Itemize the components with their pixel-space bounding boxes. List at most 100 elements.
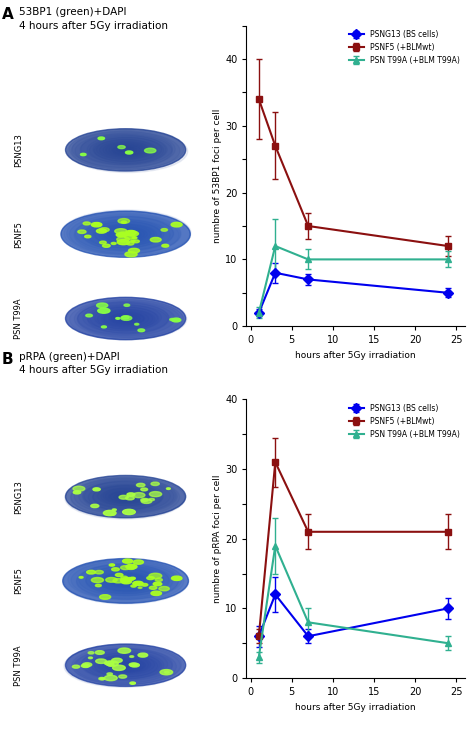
Ellipse shape (99, 224, 155, 244)
Ellipse shape (117, 578, 135, 584)
Circle shape (130, 656, 134, 658)
Circle shape (149, 492, 162, 497)
Ellipse shape (94, 139, 157, 161)
Circle shape (97, 303, 108, 308)
Ellipse shape (71, 131, 180, 170)
Ellipse shape (62, 210, 191, 256)
Ellipse shape (113, 146, 137, 154)
Circle shape (111, 514, 115, 515)
Text: A: A (2, 7, 14, 22)
Ellipse shape (79, 479, 176, 513)
Ellipse shape (103, 311, 149, 327)
Circle shape (116, 233, 126, 237)
Circle shape (87, 570, 96, 574)
Ellipse shape (104, 573, 146, 588)
Ellipse shape (79, 564, 169, 596)
Circle shape (118, 146, 125, 149)
Ellipse shape (93, 137, 162, 162)
Circle shape (161, 229, 167, 231)
Ellipse shape (71, 561, 179, 600)
Circle shape (73, 486, 85, 491)
Circle shape (113, 578, 124, 583)
Circle shape (78, 230, 86, 233)
Circle shape (126, 230, 136, 235)
Circle shape (159, 586, 169, 591)
Ellipse shape (98, 486, 155, 506)
Circle shape (126, 578, 134, 581)
Circle shape (172, 318, 181, 322)
Ellipse shape (88, 485, 163, 510)
Circle shape (117, 240, 130, 245)
Circle shape (100, 241, 106, 244)
Circle shape (101, 326, 106, 328)
Circle shape (123, 233, 129, 235)
Circle shape (151, 591, 162, 595)
Circle shape (123, 559, 133, 563)
Circle shape (95, 584, 101, 586)
Circle shape (95, 570, 103, 574)
Circle shape (102, 244, 110, 247)
Ellipse shape (72, 131, 175, 167)
Ellipse shape (66, 298, 187, 340)
Circle shape (171, 222, 182, 227)
X-axis label: hours after 5Gy irradiation: hours after 5Gy irradiation (295, 703, 416, 712)
Ellipse shape (116, 231, 135, 237)
Ellipse shape (103, 141, 149, 158)
Circle shape (112, 509, 116, 511)
Circle shape (166, 488, 170, 490)
Ellipse shape (98, 309, 155, 329)
Text: PSNF5: PSNF5 (14, 567, 23, 594)
Ellipse shape (119, 579, 132, 583)
Circle shape (127, 566, 135, 570)
Ellipse shape (61, 211, 191, 257)
Ellipse shape (71, 477, 185, 517)
Ellipse shape (92, 569, 159, 592)
Ellipse shape (119, 317, 131, 320)
Ellipse shape (109, 490, 143, 503)
Circle shape (126, 564, 137, 569)
Ellipse shape (78, 302, 169, 334)
Circle shape (170, 318, 175, 320)
Ellipse shape (114, 493, 137, 501)
Ellipse shape (95, 224, 157, 246)
Circle shape (96, 659, 107, 663)
Circle shape (124, 304, 130, 306)
Ellipse shape (89, 137, 164, 163)
Circle shape (82, 664, 90, 668)
Circle shape (126, 151, 133, 154)
Ellipse shape (104, 226, 147, 242)
Circle shape (120, 578, 131, 582)
Ellipse shape (92, 485, 162, 509)
Circle shape (149, 586, 157, 589)
Ellipse shape (84, 220, 170, 251)
Ellipse shape (119, 232, 132, 237)
Ellipse shape (81, 217, 173, 250)
Ellipse shape (63, 559, 189, 604)
Y-axis label: numbre of pRPA foci per cell: numbre of pRPA foci per cell (213, 474, 222, 603)
Ellipse shape (111, 314, 140, 324)
Circle shape (127, 242, 134, 245)
Circle shape (137, 483, 145, 487)
Ellipse shape (110, 491, 139, 501)
Ellipse shape (117, 315, 134, 322)
Circle shape (127, 493, 135, 496)
Ellipse shape (80, 135, 166, 165)
Circle shape (132, 240, 139, 243)
Ellipse shape (113, 229, 138, 239)
Ellipse shape (65, 476, 185, 519)
Ellipse shape (101, 225, 151, 243)
Ellipse shape (64, 213, 181, 254)
Text: PSNG13: PSNG13 (14, 479, 23, 514)
Ellipse shape (87, 652, 162, 679)
Circle shape (98, 137, 104, 140)
Circle shape (91, 578, 103, 583)
Text: PSN T99A: PSN T99A (14, 298, 23, 339)
Circle shape (150, 237, 161, 242)
Ellipse shape (105, 489, 146, 504)
Ellipse shape (101, 487, 153, 506)
Circle shape (138, 653, 148, 657)
Circle shape (111, 243, 116, 245)
Circle shape (160, 669, 173, 675)
Ellipse shape (69, 214, 180, 254)
Legend: PSNG13 (BS cells), PSNF5 (+BLMwt), PSN T99A (+BLM T99A): PSNG13 (BS cells), PSNF5 (+BLMwt), PSN T… (346, 27, 463, 68)
